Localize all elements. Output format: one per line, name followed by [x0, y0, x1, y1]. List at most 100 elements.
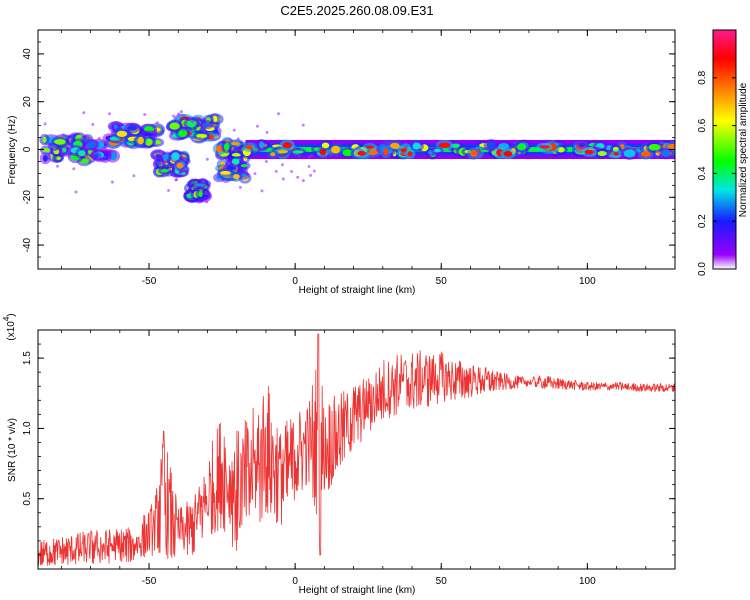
- spectrogram-blob: [469, 150, 478, 158]
- spectrogram-speckle: [132, 174, 136, 178]
- colorbar-tick-label: 0.2: [697, 214, 708, 228]
- spectrogram-speckle: [198, 137, 202, 141]
- spectrogram-blob: [282, 142, 292, 149]
- colorbar-label: Normalized spectral amplitude: [738, 82, 749, 217]
- spectrogram-x-ticks: -50 0 50 100: [60, 30, 676, 287]
- spectrogram-blob: [623, 149, 636, 158]
- y-tick-label: 0: [22, 146, 33, 152]
- spectrogram-blob: [661, 150, 671, 157]
- spectrogram-speckle: [245, 169, 249, 173]
- spectrogram-blob: [578, 142, 586, 148]
- spectrogram-speckle: [280, 163, 284, 167]
- colorbar: 0.0 0.2 0.4 0.6 0.8 Normalized spectral ampl…: [697, 29, 749, 276]
- spectrogram-blob: [83, 137, 88, 142]
- spectrogram-blob: [54, 138, 66, 145]
- spectrogram-blob: [171, 152, 180, 161]
- spectrogram-blob: [486, 141, 496, 150]
- spectrogram-blob: [169, 122, 180, 130]
- spectrogram-x-axis-label: Height of straight line (km): [299, 285, 416, 296]
- spectrogram-blob: [231, 157, 240, 166]
- snr-y-multiplier: (x104): [2, 313, 17, 340]
- spectrogram-y-ticks: -40 -20 0 20 40: [22, 29, 675, 270]
- spectrogram-blob: [161, 169, 169, 173]
- spectrogram-blob: [240, 164, 248, 168]
- y-tick-label: -40: [22, 237, 33, 252]
- spectrogram-speckle: [307, 165, 311, 169]
- spectrogram-panel: -50 0 50 100 -40 -20 0 20 40 Height of straight…: [7, 29, 676, 296]
- spectrogram-blob: [357, 150, 367, 156]
- spectrogram-blob: [503, 150, 513, 157]
- spectrogram-blob: [231, 153, 242, 157]
- spectrogram-speckle: [74, 190, 78, 194]
- spectrogram-speckle: [91, 122, 95, 126]
- spectrogram-blob: [433, 148, 441, 153]
- spectrogram-blob: [116, 130, 128, 137]
- spectrogram-blob: [331, 145, 341, 154]
- spectrogram-speckle: [173, 165, 177, 169]
- spectrogram-blob: [178, 129, 188, 138]
- spectrogram-speckle: [183, 124, 187, 128]
- spectrogram-blob: [383, 148, 389, 156]
- y-tick-label: -20: [22, 190, 33, 205]
- spectrogram-blob: [203, 122, 211, 127]
- snr-y-tick-label: 1.5: [22, 351, 33, 365]
- spectrogram-speckle: [179, 110, 183, 114]
- figure-title: C2E5.2025.260.08.09.E31: [280, 3, 433, 18]
- spectrogram-blob: [127, 125, 138, 131]
- spectrogram-speckle: [253, 172, 257, 176]
- spectrogram-speckle: [199, 127, 203, 131]
- spectrogram-speckle: [175, 178, 179, 182]
- spectrogram-blob: [137, 136, 144, 145]
- spectrogram-blob: [232, 173, 240, 180]
- spectrogram-blob: [78, 150, 86, 157]
- spectrogram-speckle: [190, 193, 194, 197]
- colorbar-tick-label: 0.8: [697, 70, 708, 84]
- snr-x-ticks: -50 0 50 100: [60, 330, 676, 587]
- snr-y-tick-label: 0.5: [22, 491, 33, 505]
- spectrogram-speckle: [232, 128, 236, 132]
- spectrogram-speckle: [309, 173, 313, 177]
- colorbar-tick-label: 0.4: [697, 166, 708, 180]
- spectrogram-speckle: [175, 120, 179, 124]
- spectrogram-blob: [56, 156, 61, 161]
- colorbar-ticks: 0.0 0.2 0.4 0.6 0.8: [697, 70, 736, 276]
- spectrogram-speckle: [188, 118, 192, 122]
- spectrogram-speckle: [143, 113, 147, 117]
- spectrogram-speckle: [211, 137, 215, 141]
- spectrogram-blob: [198, 190, 203, 198]
- y-tick-label: 40: [22, 48, 33, 60]
- spectrogram-blob: [220, 171, 231, 175]
- spectrogram-blob: [597, 151, 607, 157]
- spectrogram-speckle: [264, 159, 268, 163]
- spectrogram-blob: [93, 153, 99, 159]
- colorbar-gradient: [712, 29, 737, 270]
- x-tick-label: 0: [292, 276, 298, 287]
- spectrogram-speckle: [217, 153, 221, 157]
- snr-background: [38, 330, 675, 569]
- spectrogram-speckle: [56, 164, 60, 168]
- spectrogram-blob: [321, 142, 330, 149]
- spectrogram-blob: [196, 183, 204, 187]
- spectrogram-blob: [539, 145, 550, 149]
- colorbar-tick-label: 0.0: [697, 262, 708, 276]
- spectrogram-blob: [259, 141, 265, 149]
- spectrogram-speckle: [110, 180, 114, 184]
- spectrogram-plot-area: [39, 110, 675, 204]
- spectrogram-blob: [277, 149, 289, 154]
- spectrogram-blob: [42, 154, 48, 162]
- spectrogram-speckle: [103, 155, 107, 159]
- spectrogram-speckle: [309, 154, 313, 158]
- spectrogram-speckle: [205, 157, 209, 161]
- spectrogram-blob: [451, 143, 461, 148]
- snr-y-tick-label: 1.0: [22, 421, 33, 435]
- spectrogram-speckle: [277, 112, 281, 116]
- spectrogram-speckle: [290, 169, 294, 173]
- spectrogram-speckle: [312, 169, 316, 173]
- spectrogram-blob: [42, 148, 50, 153]
- spectrogram-speckle: [301, 179, 305, 183]
- snr-y-ticks: 0.5 1.0 1.5: [22, 343, 675, 556]
- spectrogram-blob: [245, 145, 253, 150]
- spectrogram-speckle: [97, 136, 101, 140]
- spectrogram-speckle: [72, 167, 76, 171]
- snr-frame: [37, 329, 676, 570]
